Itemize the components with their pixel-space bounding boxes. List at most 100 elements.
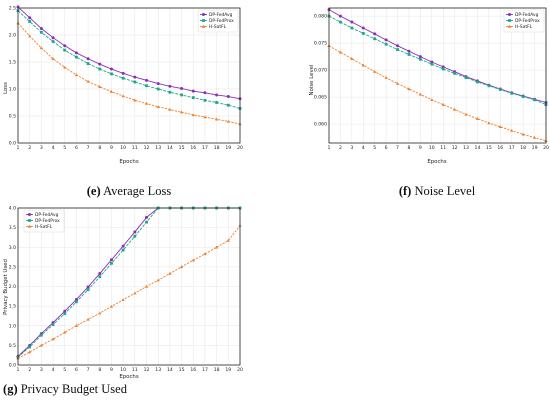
data-point [109,67,113,71]
data-point [191,89,195,93]
data-point [215,245,219,249]
x-tick-label: 15 [179,145,185,151]
data-point [453,107,457,111]
legend-label: DP-FedAvg [35,212,59,218]
data-point [226,103,230,107]
series-line [328,9,547,103]
y-tick-label: 2.5 [9,6,16,12]
data-point [487,84,491,88]
data-point [63,65,67,69]
data-point [203,98,207,102]
x-tick-label: 3 [40,145,43,151]
data-point [532,135,537,139]
data-point [350,26,354,30]
x-tick-label: 6 [75,145,78,151]
data-point [373,70,377,73]
data-point [168,271,172,275]
series-line [328,15,547,106]
y-tick-label: 0.070 [314,68,327,74]
data-point [168,90,172,94]
data-point [86,79,90,83]
data-point [86,62,90,66]
x-tick-label: 11 [440,145,446,151]
y-tick-label: 1.0 [9,87,16,93]
data-point [86,288,90,292]
data-point [203,252,207,256]
chart-privacy-budget-used: 0.00.51.01.52.02.53.03.54.01 2 3 4 5 6 7 8 9 10 11… [3,206,243,380]
legend-marker [507,24,512,28]
data-point [498,88,502,91]
x-tick-label: 20 [237,145,243,151]
x-tick-label: 14 [167,367,173,373]
y-tick-label: 2.0 [9,33,16,39]
series-h-satfl [16,21,242,126]
legend-marker [202,19,205,22]
data-point [110,261,113,265]
y-tick-label: 0.5 [9,343,16,349]
data-point [407,49,411,53]
data-point [215,93,219,97]
data-point [109,304,114,308]
data-point [441,67,445,71]
x-tick-label: 15 [486,145,492,151]
data-point [39,333,43,337]
data-point [464,112,468,116]
x-tick-label: 7 [87,145,90,151]
y-tick-label: 0.0 [9,363,16,369]
data-point [373,32,377,36]
data-point [51,323,55,326]
data-point [133,234,137,238]
data-point [121,71,125,75]
x-tick-label: 4 [52,145,55,151]
x-tick-label: 8 [98,367,101,373]
data-point [121,76,125,80]
legend-box [197,9,239,33]
data-point [361,26,365,30]
data-point [63,44,67,48]
data-point [384,42,388,46]
x-axis-label: Epochs [119,374,139,380]
x-tick-label: 17 [202,367,208,373]
series-line [328,45,547,142]
x-tick-label: 18 [214,145,220,151]
data-point [109,90,114,93]
legend-label: H-SatFL [515,24,533,30]
data-point [63,330,67,334]
data-point [226,238,230,242]
data-point [145,215,149,219]
series-line [17,225,241,359]
caption-f: (f) Noise Level [399,184,476,198]
series-dp-fedprox [327,14,548,107]
x-tick-label: 7 [396,145,399,151]
legend-marker [27,224,32,228]
data-point [121,298,125,302]
data-point [168,107,172,111]
x-tick-label: 11 [132,367,138,373]
data-point [109,258,113,262]
x-tick-label: 15 [179,367,185,373]
legend-marker [201,24,206,28]
x-tick-label: 7 [87,367,90,373]
data-point [156,87,160,91]
x-tick-label: 14 [167,145,173,151]
x-tick-label: 20 [543,145,549,151]
x-tick-label: 9 [110,145,113,151]
data-point [86,285,90,289]
data-point [498,125,502,128]
y-axis-label: Loss [3,82,9,94]
x-tick-label: 16 [190,145,196,151]
data-point [86,57,90,61]
data-point [98,85,102,89]
data-point [156,278,160,282]
data-point [121,248,125,252]
data-point [133,291,137,295]
data-point [338,50,343,54]
data-point [75,300,78,304]
y-tick-label: 4.0 [9,206,16,212]
data-point [180,93,183,97]
data-point [144,101,149,105]
data-point [133,75,137,79]
series-h-satfl [16,223,242,360]
data-point [487,121,491,125]
x-tick-label: 1 [328,145,331,151]
